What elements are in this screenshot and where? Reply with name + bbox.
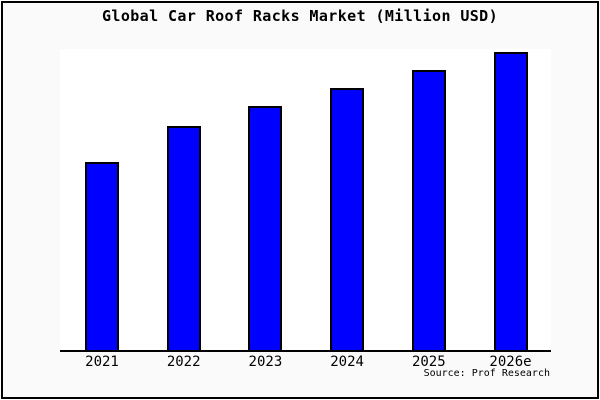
x-tick-label: 2025 xyxy=(411,354,446,370)
x-tick-label: 2023 xyxy=(248,354,283,370)
bar-2021 xyxy=(85,162,119,350)
x-axis-tick-labels: 2021 2022 2023 2024 2025 2026e xyxy=(60,354,551,372)
x-tick-label: 2022 xyxy=(166,354,201,370)
bar-2022 xyxy=(167,126,201,350)
bar-2023 xyxy=(248,106,282,350)
plot-area xyxy=(60,49,551,352)
x-tick-label: 2024 xyxy=(330,354,364,370)
bar-2025 xyxy=(412,70,446,350)
x-tick-label: 2021 xyxy=(85,354,119,370)
chart-title: Global Car Roof Racks Market (Million US… xyxy=(101,7,499,25)
bar-2026e xyxy=(494,52,528,350)
source-annotation: Source: Prof Research xyxy=(423,368,550,379)
x-tick-label: 2026e xyxy=(489,354,532,370)
bar-2024 xyxy=(330,88,364,350)
